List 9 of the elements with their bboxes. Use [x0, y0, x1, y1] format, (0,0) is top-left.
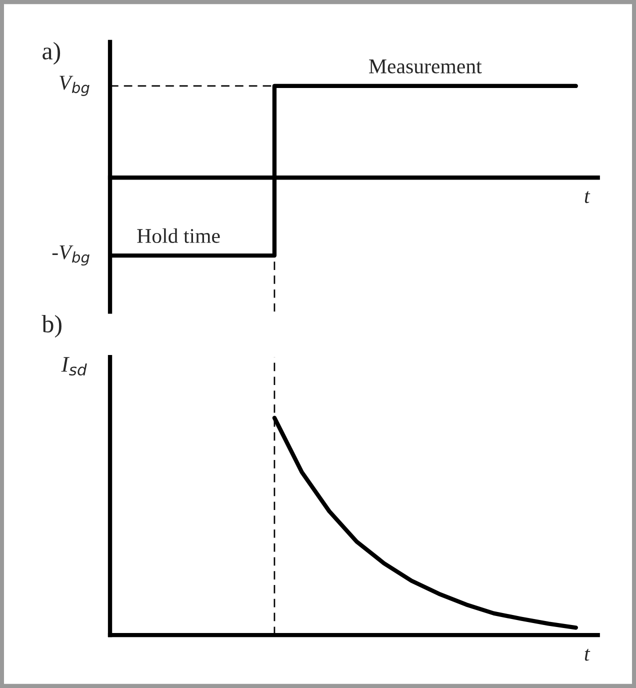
text: -V$_{bg}$: [52, 245, 90, 266]
chart-title: b): [42, 314, 62, 338]
annotation: Measurement: [369, 60, 482, 74]
y-axis-title: I$_{sd}$: [61, 357, 87, 376]
annotation: Hold time: [137, 228, 220, 243]
chart-title: a): [42, 42, 60, 65]
x-axis-title: t: [584, 191, 590, 204]
x-axis-title: t: [584, 648, 590, 661]
text: V$_{bg}$: [60, 76, 90, 96]
